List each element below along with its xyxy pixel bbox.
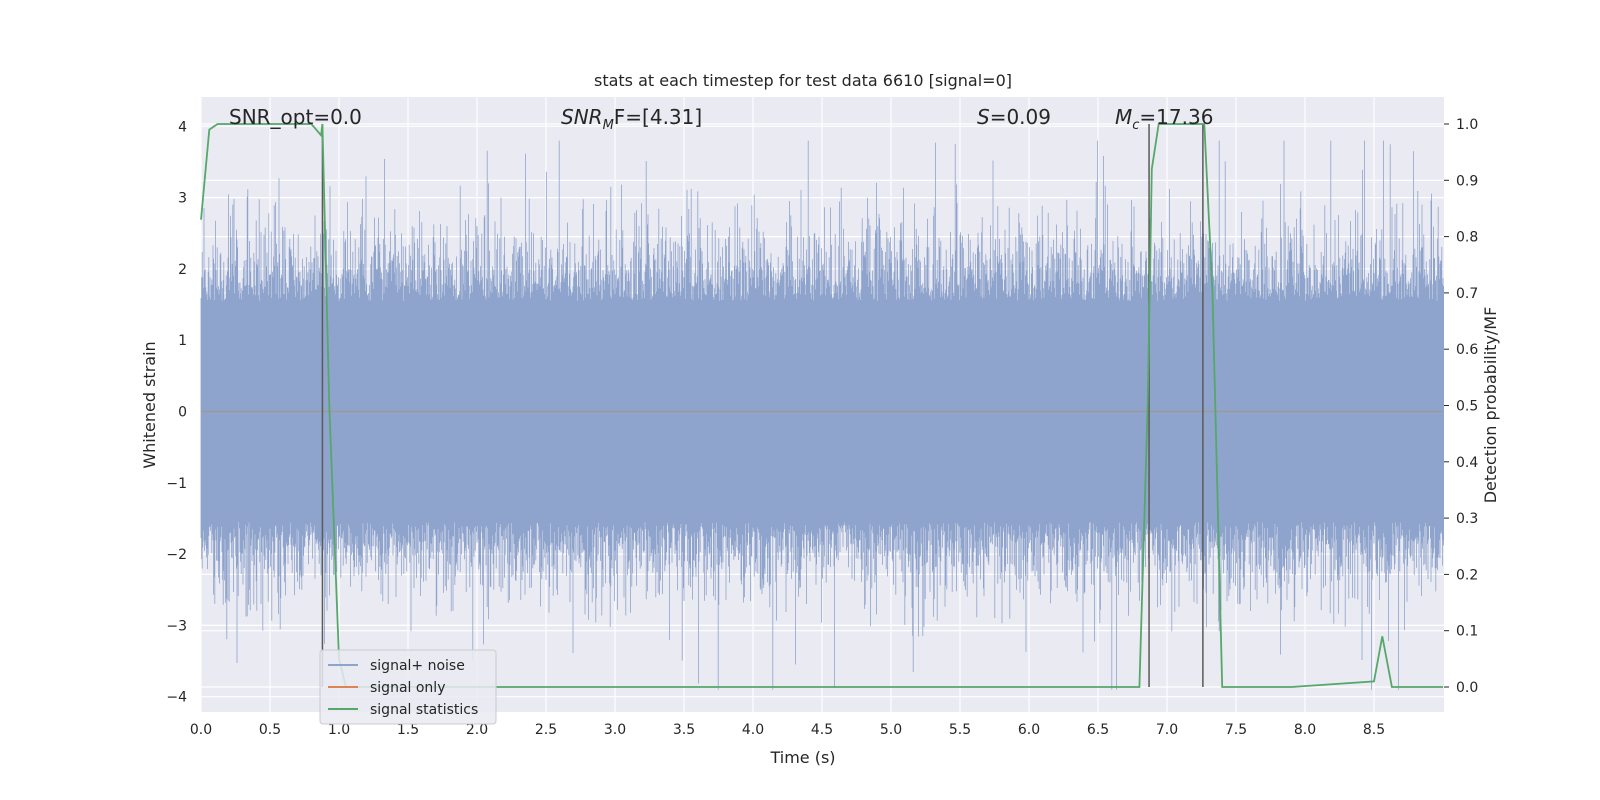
x-tick-label: 8.0 <box>1294 722 1316 738</box>
y-tick-label-left: −3 <box>166 618 187 634</box>
y-tick-label-left: 2 <box>178 262 187 278</box>
x-tick-label: 7.0 <box>1156 722 1178 738</box>
y-axis-label-left: Whitened strain <box>140 341 159 468</box>
y-tick-label-left: 0 <box>178 405 187 421</box>
annotation-mc-rest: =17.36 <box>1139 105 1213 129</box>
x-tick-label: 7.5 <box>1225 722 1247 738</box>
annotation-mc-italic: M <box>1115 105 1132 129</box>
x-tick-label: 5.5 <box>949 722 971 738</box>
y-tick-label-right: 0.3 <box>1456 511 1478 527</box>
annotation-snr-opt: SNR_opt=0.0 <box>229 105 362 129</box>
x-tick-label: 6.5 <box>1087 722 1109 738</box>
legend-label-signal-noise: signal+ noise <box>370 658 465 674</box>
y-tick-label-right: 0.1 <box>1456 624 1478 640</box>
y-axis-ticks-right: 1.0 0.9 0.8 0.7 0.6 0.5 0.4 0.3 0.2 0.1 0.0 <box>1444 117 1478 696</box>
y-tick-label-right: 0.4 <box>1456 455 1478 471</box>
x-tick-label: 8.5 <box>1363 722 1385 738</box>
x-tick-label: 3.0 <box>604 722 626 738</box>
x-tick-label: 1.0 <box>328 722 350 738</box>
x-tick-label: 4.0 <box>742 722 764 738</box>
y-tick-label-left: 3 <box>178 191 187 207</box>
annotation-mc: Mc=17.36 <box>1115 105 1213 133</box>
legend: signal+ noise signal only signal statist… <box>319 649 497 725</box>
annotation-s: S=0.09 <box>977 105 1051 129</box>
legend-box <box>319 649 497 725</box>
x-tick-label: 5.0 <box>880 722 902 738</box>
y-tick-label-left: −1 <box>166 476 187 492</box>
y-tick-label-right: 0.2 <box>1456 567 1478 583</box>
noise-trace <box>200 140 1444 690</box>
annotation-s-italic: S <box>977 105 990 129</box>
y-axis-label-right: Detection probability/MF <box>1481 307 1500 504</box>
y-tick-label-left: −4 <box>166 690 187 706</box>
y-tick-label-left: −2 <box>166 547 187 563</box>
x-tick-label: 3.5 <box>673 722 695 738</box>
annotation-s-rest: =0.09 <box>990 105 1051 129</box>
legend-label-signal-only: signal only <box>370 680 445 696</box>
y-tick-label-right: 0.5 <box>1456 399 1478 415</box>
x-axis-ticks: 0.0 0.5 1.0 1.5 2.0 2.5 3.0 3.5 4.0 4.5 5.0 5.5 6.0 6… <box>190 722 1385 738</box>
annotation-snr-mf: SNRMF=[4.31] <box>561 105 702 133</box>
y-tick-label-right: 0.7 <box>1456 286 1478 302</box>
annotation-snr-mf-sub: M <box>603 118 614 133</box>
signal-statistics-series <box>200 123 1443 688</box>
x-tick-label: 0.0 <box>190 722 212 738</box>
y-axis-ticks-left: 4 3 2 1 0 −1 −2 −3 −4 <box>166 119 187 705</box>
legend-label-signal-statistics: signal statistics <box>370 702 478 718</box>
y-tick-label-right: 0.6 <box>1456 342 1478 358</box>
x-tick-label: 2.0 <box>466 722 488 738</box>
x-tick-label: 1.5 <box>397 722 419 738</box>
y-tick-label-left: 1 <box>178 333 187 349</box>
x-tick-label: 2.5 <box>535 722 557 738</box>
annotation-mc-sub: c <box>1132 118 1139 133</box>
annotation-snr-mf-rest: F=[4.31] <box>614 105 702 129</box>
y-tick-label-right: 0.8 <box>1456 230 1478 246</box>
x-axis-label: Time (s) <box>769 748 835 767</box>
y-tick-label-right: 0.9 <box>1456 173 1478 189</box>
annotation-snr-mf-base: SNR <box>561 105 603 129</box>
x-tick-label: 4.5 <box>811 722 833 738</box>
y-tick-label-right: 1.0 <box>1456 117 1478 133</box>
x-tick-label: 0.5 <box>259 722 281 738</box>
x-tick-label: 6.0 <box>1018 722 1040 738</box>
vertical-markers <box>321 124 1204 687</box>
y-tick-label-right: 0.0 <box>1456 680 1478 696</box>
chart-title: stats at each timestep for test data 661… <box>594 71 1012 90</box>
y-tick-label-left: 4 <box>178 119 187 135</box>
